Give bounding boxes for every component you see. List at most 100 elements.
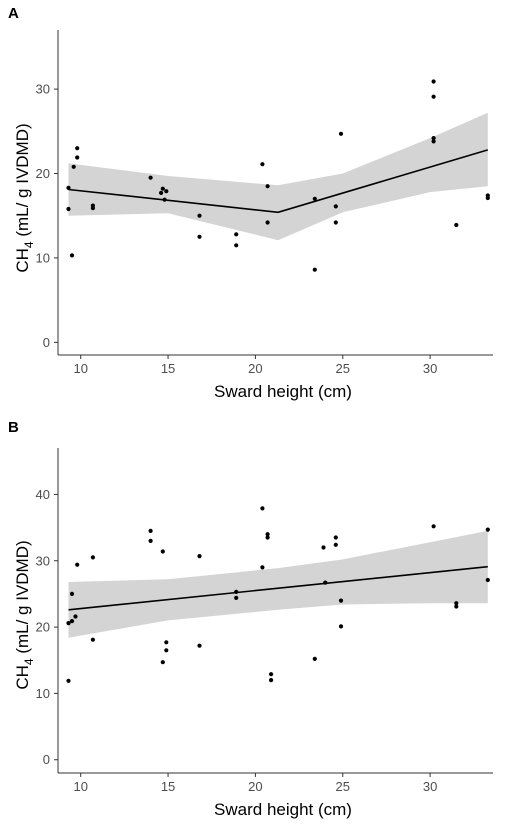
panel-a-data-point: [485, 195, 490, 201]
panel-b-fit-line: [68, 565, 488, 611]
panel-b-data-point: [148, 538, 153, 544]
panel-a-data-point: [71, 164, 76, 169]
panel-b-data-point: [269, 672, 274, 677]
panel-b-confidence-band: [68, 530, 488, 638]
panel-b-data-point: [454, 604, 459, 609]
panel-a-y-tick-label: 10: [36, 250, 50, 265]
panel-a-y-tick-label: 20: [36, 166, 50, 181]
panel-a-confidence-band-layer: [68, 112, 488, 241]
panel-b-y-tick-label: 10: [36, 686, 50, 701]
panel-b-data-point: [338, 624, 344, 629]
panel-b-x-tick-label: 30: [423, 779, 437, 794]
panel-a-x-tick-label: 10: [73, 361, 87, 376]
panel-a-data-point: [431, 94, 436, 99]
panel-a-data-point: [333, 204, 338, 209]
panel-a-data-point: [75, 146, 80, 151]
panel-b-points-layer: [66, 506, 490, 683]
panel-b-data-point: [454, 601, 459, 606]
panel-a-data-point: [75, 155, 80, 160]
panel-a-fit-line-layer: [68, 149, 489, 214]
panel-a-data-point: [197, 234, 202, 239]
panel-a-y-axis-title: CH4 (mL/ g IVDMD): [13, 123, 36, 272]
panel-a-data-point: [333, 220, 338, 225]
panel-a-data-point: [234, 243, 239, 248]
panel-a-label: A: [8, 5, 19, 22]
panel-a-data-point: [69, 253, 75, 258]
panel-a-data-point: [159, 190, 164, 195]
panel-a-y-tick-label: 30: [36, 82, 50, 97]
panel-b-data-point: [485, 577, 490, 583]
panel-b-confidence-band-layer: [68, 530, 488, 638]
panel-b-data-point: [265, 532, 270, 537]
panel-b-axes: 10 15 20 25 30 0 10 20 30 40: [36, 448, 493, 794]
panel-b-y-axis-title: CH4 (mL/ g IVDMD): [13, 540, 36, 689]
panel-b-y-tick-label: 40: [36, 487, 50, 502]
panel-b-data-point: [164, 640, 169, 645]
panel-b-y-tick-label: 30: [36, 553, 50, 568]
panel-b-data-point: [234, 589, 239, 595]
panel-b-data-point: [321, 545, 326, 550]
panel-b-fit-line-layer: [68, 565, 488, 611]
panel-b-x-tick-label: 25: [336, 779, 350, 794]
panel-b-data-point: [312, 656, 317, 662]
panel-a-data-point: [454, 222, 459, 228]
panel-b-data-point: [338, 598, 344, 603]
panel-a-y-axis-title-rest: (mL/ g IVDMD): [13, 123, 32, 241]
panel-a-data-point: [431, 139, 436, 144]
panel-a-y-axis-title-main: CH: [13, 248, 32, 273]
panel-a-data-point: [431, 136, 436, 141]
panel-a-fit-line: [68, 149, 489, 214]
panel-b-data-point: [90, 555, 95, 560]
panel-a-data-point: [431, 79, 436, 84]
panel-a-data-point: [234, 232, 239, 237]
panel-a-data-point: [66, 185, 71, 190]
panel-a-points-layer: [66, 79, 490, 272]
panel-a-y-tick-label: 0: [43, 335, 50, 350]
panel-b-data-point: [160, 549, 165, 554]
panel-b-data-point: [69, 619, 75, 624]
panel-b-x-tick-label: 20: [248, 779, 262, 794]
panel-b-x-tick-label: 10: [73, 779, 87, 794]
panel-a-data-point: [265, 184, 270, 189]
panel-b-data-point: [333, 542, 338, 547]
panel-a-data-point: [66, 206, 71, 212]
panel-a-axes: 10 15 20 25 30 0 10 20 30: [36, 30, 493, 376]
panel-b-data-point: [485, 527, 490, 532]
panel-b-data-point: [269, 678, 274, 683]
panel-a-data-point: [90, 206, 95, 211]
panel-b-data-point: [197, 643, 202, 648]
panel-b-data-point: [90, 637, 95, 642]
panel-a-data-point: [260, 162, 265, 167]
panel-b-data-point: [234, 595, 239, 601]
panel-b-y-tick-label: 0: [43, 752, 50, 767]
panel-a-x-tick-label: 25: [336, 361, 350, 376]
panel-b-data-point: [265, 535, 270, 540]
panel-a-data-point: [312, 196, 317, 201]
panel-b-data-point: [164, 648, 169, 653]
panel-b-data-point: [75, 562, 80, 567]
panel-b-x-axis-title: Sward height (cm): [214, 800, 352, 819]
panel-a-data-point: [162, 197, 167, 202]
panel-b-y-axis-title-subscript: 4: [22, 658, 36, 665]
panel-a-x-axis-title: Sward height (cm): [214, 382, 352, 401]
panel-b-label: B: [8, 419, 19, 436]
panel-b-data-point: [260, 506, 265, 511]
panel-a-data-point: [265, 220, 270, 225]
panel-a-data-point: [312, 267, 317, 272]
panel-a-x-tick-label: 15: [161, 361, 175, 376]
panel-a-x-tick-label: 20: [248, 361, 262, 376]
panel-b-x-tick-label: 15: [161, 779, 175, 794]
panel-b-data-point: [323, 580, 328, 585]
panel-b-y-axis-title-rest: (mL/ g IVDMD): [13, 540, 32, 658]
panel-b-data-point: [66, 621, 71, 626]
panel-a-confidence-band: [68, 112, 488, 241]
panel-a: A 10 15 20 25 30 0 10 20 30 Sward height (cm) CH…: [8, 5, 493, 401]
panel-a-y-axis-title-subscript: 4: [22, 241, 36, 248]
panel-b-data-point: [260, 565, 265, 570]
panel-b-y-tick-label: 20: [36, 620, 50, 635]
panel-a-data-point: [148, 175, 153, 180]
panel-b-data-point: [66, 678, 71, 683]
